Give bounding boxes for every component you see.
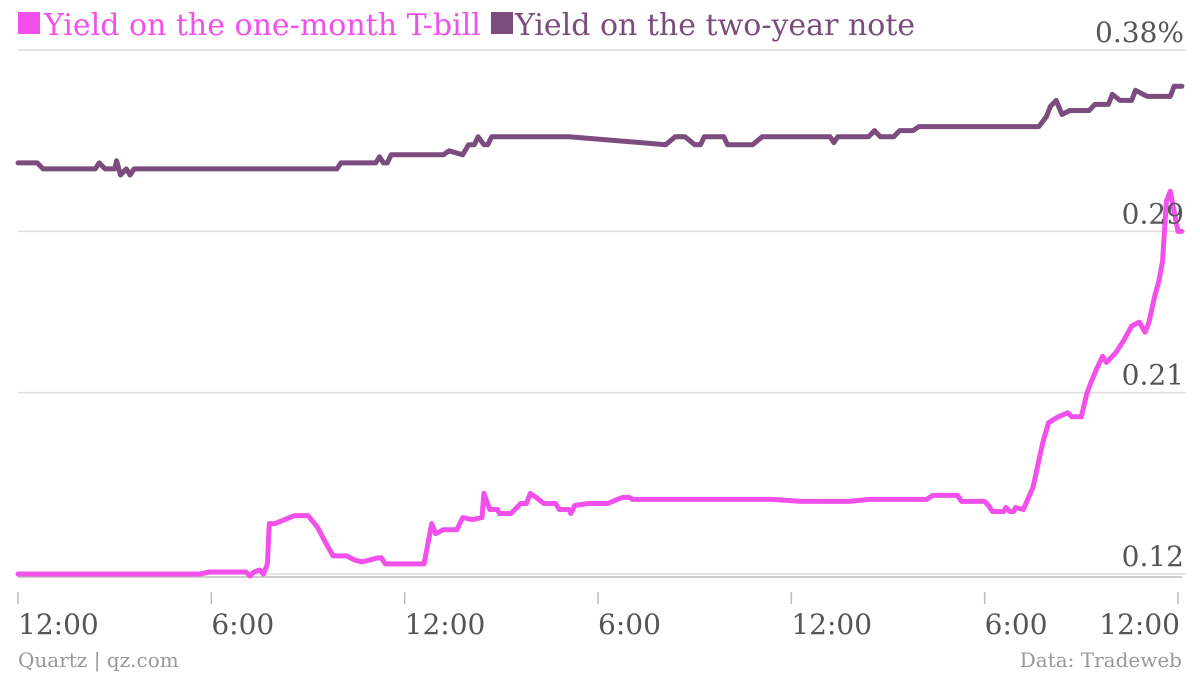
x-tick-label: 12:00: [1099, 608, 1180, 641]
y-tick-label: 0.12: [1122, 540, 1184, 573]
x-tick-label: 6:00: [985, 608, 1048, 641]
y-tick-label: 0.29: [1122, 197, 1184, 230]
x-tick-label: 12:00: [405, 608, 486, 641]
x-tick-label: 12:00: [18, 608, 99, 641]
legend-swatch-tbill: [18, 12, 40, 34]
y-tick-label: 0.38%: [1095, 16, 1184, 49]
x-axis: [17, 576, 1182, 604]
series-line-two-year: [15, 83, 1185, 178]
x-tick-labels: 12:00 6:00 12:00 6:00 12:00 6:00 12:00: [18, 608, 1180, 641]
series-line-tbill: [15, 188, 1185, 579]
y-tick-label: 0.21: [1122, 359, 1184, 392]
legend-swatch-two-year: [491, 12, 513, 34]
x-tick-label: 6:00: [598, 608, 661, 641]
source-credit: Quartz | qz.com: [18, 648, 179, 673]
legend-label-tbill: Yield on the one-month T-bill: [43, 8, 481, 43]
data-source: Data: Tradeweb: [1020, 648, 1182, 672]
gridlines: [18, 49, 1186, 575]
series-lines: [15, 83, 1185, 579]
legend: Yield on the one-month T-bill Yield on t…: [18, 8, 915, 43]
x-tick-label: 12:00: [791, 608, 872, 641]
legend-label-two-year: Yield on the two-year note: [514, 8, 915, 43]
y-tick-labels: 0.12 0.21 0.29 0.38%: [1095, 16, 1184, 573]
x-tick-label: 6:00: [211, 608, 274, 641]
